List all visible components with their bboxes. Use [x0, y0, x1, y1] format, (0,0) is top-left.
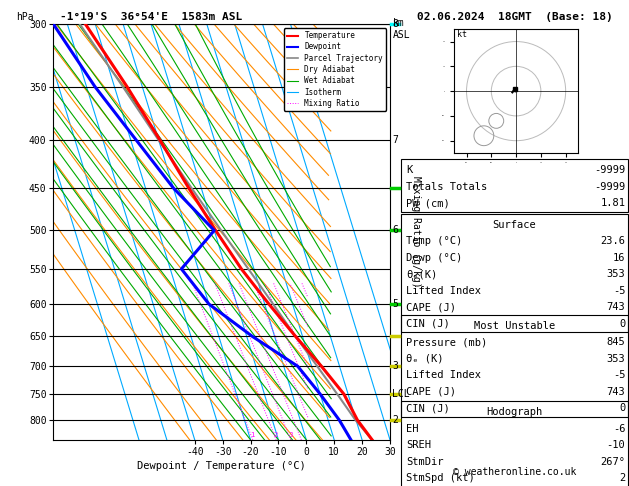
Text: 267°: 267° — [600, 457, 625, 467]
Text: Temp (°C): Temp (°C) — [406, 236, 462, 246]
Text: 743: 743 — [606, 302, 625, 312]
Text: EH: EH — [406, 424, 419, 434]
Text: Surface: Surface — [493, 220, 537, 230]
Text: θₑ(K): θₑ(K) — [406, 269, 438, 279]
Text: StmDir: StmDir — [406, 457, 444, 467]
Text: LCL: LCL — [392, 389, 410, 399]
Text: θₑ (K): θₑ (K) — [406, 354, 444, 364]
Text: kt: kt — [457, 30, 467, 38]
Text: CAPE (J): CAPE (J) — [406, 302, 456, 312]
Legend: Temperature, Dewpoint, Parcel Trajectory, Dry Adiabat, Wet Adiabat, Isotherm, Mi: Temperature, Dewpoint, Parcel Trajectory… — [284, 28, 386, 111]
Text: -5: -5 — [613, 370, 625, 381]
Text: 16: 16 — [613, 253, 625, 263]
Text: 02.06.2024  18GMT  (Base: 18): 02.06.2024 18GMT (Base: 18) — [416, 12, 613, 22]
Text: -5: -5 — [613, 286, 625, 296]
Text: hPa: hPa — [16, 12, 33, 22]
Text: 5: 5 — [392, 299, 398, 309]
Text: 1: 1 — [250, 432, 255, 438]
Text: SREH: SREH — [406, 440, 431, 451]
Text: 6: 6 — [392, 226, 398, 235]
Text: km
ASL: km ASL — [393, 18, 411, 40]
Text: 0: 0 — [619, 319, 625, 329]
Text: CIN (J): CIN (J) — [406, 403, 450, 414]
Text: PW (cm): PW (cm) — [406, 198, 450, 208]
Text: -6: -6 — [613, 424, 625, 434]
Text: Hodograph: Hodograph — [486, 407, 543, 417]
Text: 845: 845 — [606, 337, 625, 347]
Text: Mixing Ratio (g/kg): Mixing Ratio (g/kg) — [411, 176, 421, 288]
Text: Lifted Index: Lifted Index — [406, 286, 481, 296]
Text: Pressure (mb): Pressure (mb) — [406, 337, 487, 347]
Text: 8: 8 — [392, 19, 398, 29]
Text: 2: 2 — [619, 473, 625, 484]
Text: 23.6: 23.6 — [600, 236, 625, 246]
Text: Totals Totals: Totals Totals — [406, 182, 487, 192]
Text: 3: 3 — [289, 432, 293, 438]
Text: 353: 353 — [606, 269, 625, 279]
Text: 1.81: 1.81 — [600, 198, 625, 208]
Text: 2: 2 — [274, 432, 279, 438]
Text: Dewp (°C): Dewp (°C) — [406, 253, 462, 263]
Text: K: K — [406, 165, 413, 175]
Text: 3: 3 — [392, 361, 398, 371]
Text: 7: 7 — [392, 136, 398, 145]
Text: -9999: -9999 — [594, 182, 625, 192]
Text: 353: 353 — [606, 354, 625, 364]
Text: 0: 0 — [619, 403, 625, 414]
Text: CIN (J): CIN (J) — [406, 319, 450, 329]
Text: 743: 743 — [606, 387, 625, 397]
Text: StmSpd (kt): StmSpd (kt) — [406, 473, 475, 484]
Text: -9999: -9999 — [594, 165, 625, 175]
Text: Lifted Index: Lifted Index — [406, 370, 481, 381]
X-axis label: Dewpoint / Temperature (°C): Dewpoint / Temperature (°C) — [137, 461, 306, 471]
Text: CAPE (J): CAPE (J) — [406, 387, 456, 397]
Text: Most Unstable: Most Unstable — [474, 321, 555, 331]
Text: -1°19'S  36°54'E  1583m ASL: -1°19'S 36°54'E 1583m ASL — [60, 12, 242, 22]
Text: © weatheronline.co.uk: © weatheronline.co.uk — [453, 467, 576, 477]
Text: -10: -10 — [606, 440, 625, 451]
Text: 2: 2 — [392, 415, 398, 425]
